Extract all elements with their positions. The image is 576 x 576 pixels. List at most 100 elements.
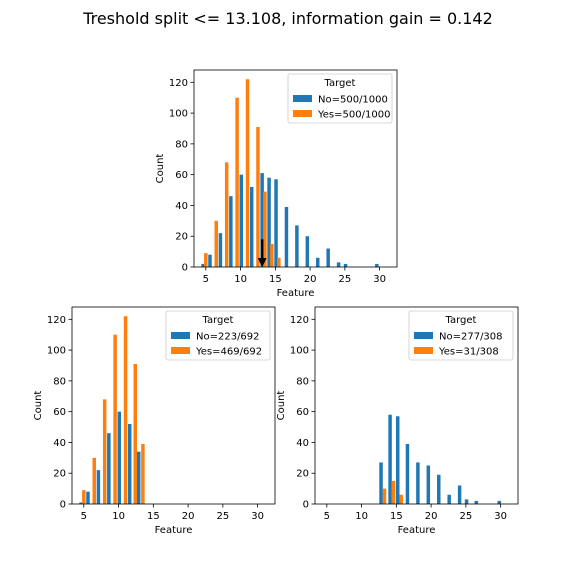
bar-left-no-4 [117,411,122,504]
legend-swatch-right-yes [414,347,433,354]
bar-right-no-3 [405,443,410,504]
x-tick-label-right-15: 15 [390,511,403,522]
legend-title-right: Target [445,315,477,326]
bar-top-no-6 [260,173,264,267]
x-tick-label-top-25: 25 [338,274,351,285]
legend-swatch-right-no [414,332,433,339]
legend-label-right-yes: Yes=31/308 [438,347,499,358]
legend-label-top-no: No=500/1000 [318,95,388,106]
bar-right-no-8 [457,485,462,504]
y-tick-label-left-100: 100 [47,346,66,357]
threshold-arrow-head [257,258,267,267]
legend-label-top-yes: Yes=500/1000 [317,110,390,121]
legend-swatch-top-no [293,95,312,102]
y-tick-label-right-60: 60 [296,407,309,418]
legend-box-top [287,73,393,124]
y-tick-label-top-100: 100 [169,109,188,120]
y-tick-label-top-120: 120 [169,78,188,89]
bar-right-no-5 [426,465,431,504]
subplot-top: 5 10 15 20 25 30 0 20 40 60 80 100 120 Feature Count Ta… [155,69,398,299]
x-tick-label-right-20: 20 [425,511,438,522]
y-axis-label-top: Count [155,154,166,184]
x-tick-label-left-15: 15 [147,511,160,522]
bar-left-yes-6 [141,443,145,504]
bar-top-no-10 [295,225,299,267]
bar-left-yes-1 [92,457,96,504]
legend-left: Target No=223/692 Yes=469/692 [165,310,271,361]
x-tick-label-left-25: 25 [216,511,229,522]
y-tick-label-right-0: 0 [303,500,309,511]
bar-top-yes-2 [224,162,229,267]
bar-left-no-6 [137,451,141,504]
bar-top-no-16 [375,263,379,267]
legend-swatch-top-yes [293,110,312,117]
legend-title-left: Target [202,315,234,326]
y-tick-label-left-120: 120 [47,315,66,326]
bar-top-yes-3 [235,97,239,267]
bar-left-yes-0 [82,490,86,504]
x-tick-label-left-30: 30 [251,511,264,522]
y-tick-label-top-20: 20 [175,232,188,243]
bar-top-no-1 [208,254,212,267]
bar-right-yes-2 [399,494,403,504]
x-tick-label-left-10: 10 [112,511,125,522]
y-tick-label-left-60: 60 [53,407,66,418]
bar-top-no-13 [326,248,330,267]
legend-box-left [165,310,271,361]
y-tick-label-top-80: 80 [175,139,188,150]
bar-right-no-10 [474,500,479,504]
x-tick-label-top-20: 20 [304,274,317,285]
bar-top-no-4 [239,174,244,267]
bar-left-yes-4 [123,316,128,504]
y-tick-label-top-60: 60 [175,170,188,181]
x-tick-label-top-15: 15 [269,274,282,285]
legend-swatch-left-no [171,332,190,339]
x-tick-label-right-5: 5 [324,511,330,522]
bar-left-no-1 [86,491,90,504]
x-axis-label-left: Feature [155,525,193,536]
bar-top-no-15 [343,263,348,267]
y-tick-label-top-0: 0 [182,263,188,274]
legend-label-right-no: No=277/308 [439,332,503,343]
legend-label-left-no: No=223/692 [196,332,260,343]
x-tick-label-top-10: 10 [234,274,247,285]
y-tick-label-right-120: 120 [290,315,309,326]
y-tick-label-right-20: 20 [296,469,309,480]
y-tick-label-left-40: 40 [53,438,66,449]
bar-right-no-11 [497,500,501,504]
y-tick-label-right-100: 100 [290,346,309,357]
bar-top-no-3 [229,196,233,267]
legend-label-left-yes: Yes=469/692 [195,347,262,358]
bar-top-no-9 [284,206,289,267]
bar-top-no-7 [267,177,271,267]
y-tick-label-left-0: 0 [60,500,66,511]
bar-right-no-0 [379,462,383,504]
x-tick-label-top-5: 5 [203,274,209,285]
bar-right-no-1 [388,414,392,504]
bar-top-yes-7 [270,243,274,267]
bar-left-yes-3 [113,334,117,504]
bar-right-no-6 [437,474,441,504]
bar-top-no-5 [249,186,254,267]
x-tick-label-right-10: 10 [355,511,368,522]
bar-top-yes-4 [245,79,250,267]
subplot-left: 5 10 15 20 25 30 0 20 40 60 80 100 120 Feature Count Ta… [33,306,276,536]
bar-right-no-9 [464,499,469,504]
legend-title-top: Target [324,78,356,89]
axes-frame-right [314,306,519,505]
bar-right-no-7 [447,494,451,504]
y-tick-label-left-20: 20 [53,469,66,480]
x-axis-label-right: Feature [398,525,436,536]
bar-left-no-5 [127,423,132,504]
legend-right: Target No=277/308 Yes=31/308 [408,310,514,361]
bar-top-yes-0 [204,253,208,267]
bar-top-yes-5 [256,126,260,267]
subplots: 5 10 15 20 25 30020406080100120FeatureCountTa… [33,69,519,536]
y-axis-label-right: Count [276,391,287,421]
bar-top-yes-6 [263,191,267,267]
bar-top-no-2 [218,233,223,267]
axes-frame-left [71,306,276,505]
bar-top-no-0 [201,263,205,267]
bar-right-no-4 [416,462,420,504]
